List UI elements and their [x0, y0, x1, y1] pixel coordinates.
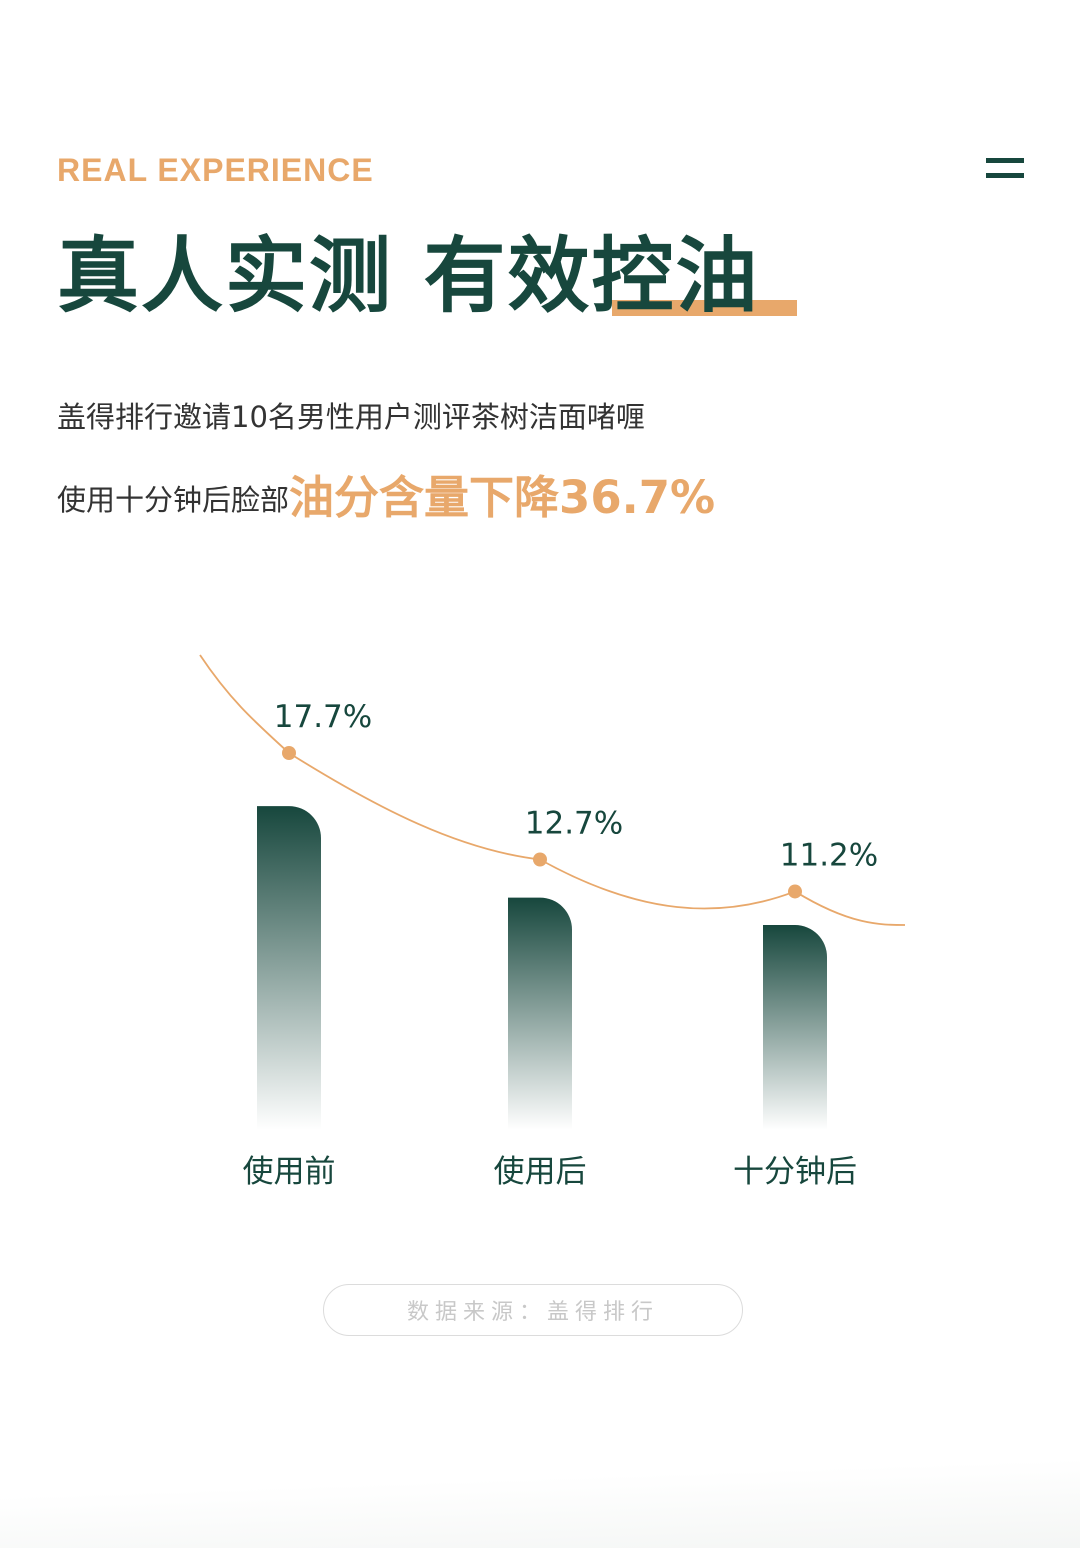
- bars-layer: [257, 806, 827, 1130]
- intro-line-2-prefix: 使用十分钟后脸部: [57, 483, 290, 517]
- category-label-2: 使用后: [494, 1154, 587, 1190]
- data-source-pill: 数据来源：盖得排行: [323, 1284, 743, 1336]
- bar-2: [508, 897, 572, 1130]
- intro-line-1: 盖得排行邀请10名男性用户测评茶树洁面啫喱: [57, 400, 645, 434]
- title-underline: [612, 300, 797, 316]
- bar-1: [257, 806, 321, 1130]
- value-label-3: 11.2%: [780, 837, 878, 873]
- menu-icon[interactable]: [986, 158, 1024, 180]
- oil-content-chart: 17.7% 使用前 12.7% 使用后 11.2% 十分钟后: [199, 654, 906, 1190]
- data-point-2: [533, 852, 547, 867]
- data-point-1: [282, 745, 296, 760]
- intro-line-2: 使用十分钟后脸部油分含量下降36.7%: [57, 468, 715, 530]
- page-title: 真人实测 有效控油: [57, 229, 760, 324]
- title-block: 真人实测 有效控油: [57, 222, 797, 332]
- value-label-1: 17.7%: [274, 699, 372, 735]
- category-label-1: 使用前: [243, 1154, 336, 1190]
- data-point-3: [788, 884, 802, 899]
- bar-3: [763, 925, 827, 1130]
- intro-highlight: 油分含量下降36.7%: [289, 471, 716, 524]
- category-label-3: 十分钟后: [733, 1154, 857, 1190]
- footer-shade: [0, 1458, 1080, 1548]
- eyebrow-text: REAL EXPERIENCE: [57, 152, 374, 188]
- points-layer: [282, 745, 802, 899]
- value-label-2: 12.7%: [525, 805, 623, 841]
- labels-layer: 17.7% 使用前 12.7% 使用后 11.2% 十分钟后: [243, 699, 879, 1190]
